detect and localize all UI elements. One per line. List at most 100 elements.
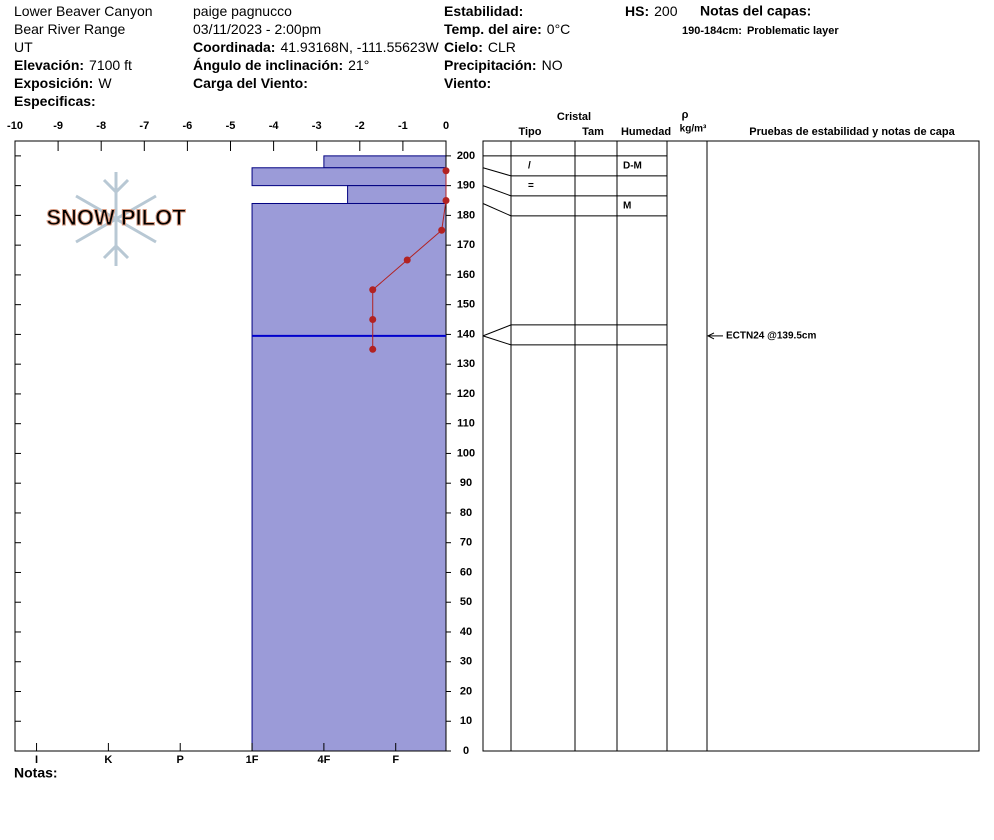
x-tick-label: 0 [443,120,449,132]
header-field: Viento: [444,75,491,91]
header-field-value: NO [542,57,563,73]
table-frame [482,140,980,752]
header-field-value: CLR [488,39,516,55]
y-tick-label: 140 [457,328,475,340]
x-tick-label: -9 [53,120,63,132]
layer-note-label: 190-184cm: [682,25,742,37]
column-header: Tipo [518,126,541,138]
y-tick-label: 20 [460,685,472,697]
header-field-value: 7100 ft [89,57,132,73]
y-tick-label: 190 [457,180,475,192]
y-tick-label: 110 [457,418,475,430]
logo [75,172,157,266]
hardness-tick-label: K [104,754,112,766]
x-tick-label: -5 [226,120,236,132]
header-field-value: W [98,75,112,91]
snow-height: HS: 200 [625,3,678,19]
header-field: Coordinada: 41.93168N, -111.55623W [193,39,439,55]
header-field-label: Exposición: [14,75,93,91]
y-tick-label: 120 [457,388,475,400]
header-field: Lower Beaver Canyon [14,3,153,19]
y-tick-label: 10 [460,715,472,727]
header-field-label: Precipitación: [444,57,537,73]
column-header: Pruebas de estabilidad y notas de capa [749,126,955,138]
header-field-label: Carga del Viento: [193,75,308,91]
header-field-text: Bear River Range [14,21,125,37]
header-field-value: 21° [348,57,369,73]
header-field-value: 41.93168N, -111.55623W [280,39,439,55]
header-field-label: Ángulo de inclinación: [193,57,343,73]
x-tick-label: -1 [398,120,408,132]
temperature-point [369,345,377,353]
hardness-bar [347,185,447,204]
header-field: 03/11/2023 - 2:00pm [193,21,321,37]
x-tick-label: -7 [139,120,149,132]
column-header: Cristal [557,111,591,123]
header-field-label: Elevación: [14,57,84,73]
temperature-point [369,286,377,294]
header-field-value: 0°C [547,21,571,37]
crystal-type: / [528,161,531,172]
header-field: Estabilidad: [444,3,523,19]
column-header: ρ [682,109,689,121]
header-field-label: Especificas: [14,93,96,109]
y-tick-label: 100 [457,447,475,459]
moisture: D-M [623,161,642,172]
snow-height-value: 200 [654,3,678,19]
header-field: Carga del Viento: [193,75,308,91]
hardness-tick-label: 4F [317,754,330,766]
y-tick-label: 30 [460,656,472,668]
header-field: UT [14,39,33,55]
hardness-bar [251,167,447,187]
test-connector [482,335,512,346]
moisture: M [623,201,631,212]
y-tick-label: 130 [457,358,475,370]
crystal-type: = [528,181,534,192]
column-header: kg/m³ [680,124,707,135]
header-field: Temp. del aire: 0°C [444,21,570,37]
y-tick-label: 0 [463,745,469,757]
layer-connector [482,185,512,197]
layer-connector [482,203,512,217]
hardness-bar [251,202,447,752]
hardness-bar [323,155,447,169]
temperature-point [442,167,450,175]
hardness-tick-label: P [177,754,184,766]
header-field-label: Temp. del aire: [444,21,542,37]
logo-text: SNOW PILOT [46,205,186,230]
layer-note-value: Problematic layer [747,25,839,37]
x-tick-label: -3 [312,120,322,132]
column-header: Tam [582,126,604,138]
header-field: Exposición: W [14,75,112,91]
header-field-text: paige pagnucco [193,3,292,19]
y-tick-label: 180 [457,209,475,221]
temperature-point [403,256,411,264]
y-tick-label: 160 [457,269,475,281]
notes-label: Notas: [14,765,58,781]
test-arrow-head [706,332,715,340]
x-tick-label: -10 [7,120,23,132]
header-field-label: Viento: [444,75,491,91]
header-field-text: 03/11/2023 - 2:00pm [193,21,321,37]
column-header: Humedad [621,126,671,138]
x-tick-label: -4 [269,120,280,132]
header-field-label: Coordinada: [193,39,275,55]
header-field-text: Lower Beaver Canyon [14,3,153,19]
y-tick-label: 80 [460,507,472,519]
layer-note: 190-184cm: Problematic layer [682,25,839,37]
y-tick-label: 90 [460,477,472,489]
header-field: Especificas: [14,93,96,109]
header-field-label: Estabilidad: [444,3,523,19]
header-field-text: UT [14,39,33,55]
temperature-point [369,316,377,324]
header-field: Elevación: 7100 ft [14,57,132,73]
hardness-tick-label: F [392,754,399,766]
x-tick-label: -8 [96,120,106,132]
header-field: Bear River Range [14,21,125,37]
y-tick-label: 150 [457,299,475,311]
test-label: ECTN24 @139.5cm [726,331,816,342]
snow-height-label: HS: [625,3,649,19]
x-tick-label: -6 [183,120,193,132]
x-tick-label: -2 [355,120,365,132]
